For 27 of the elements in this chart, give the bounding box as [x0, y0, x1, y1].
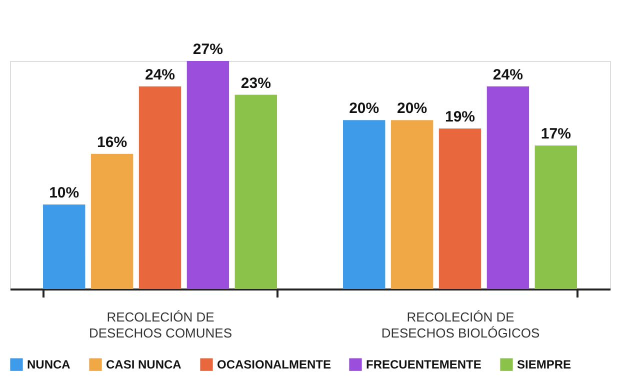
bar	[343, 120, 386, 289]
data-label: 19%	[444, 108, 476, 126]
data-label: 20%	[397, 100, 428, 118]
legend-label: CASI NUNCA	[106, 358, 182, 372]
bar	[438, 128, 482, 289]
legend-label: NUNCA	[27, 358, 71, 372]
legend-label: SIEMPRE	[517, 358, 572, 372]
data-label: 24%	[144, 66, 176, 84]
bar	[138, 86, 182, 289]
data-label: 23%	[240, 74, 271, 92]
data-label: 24%	[492, 66, 523, 84]
bar	[90, 154, 134, 289]
data-label: 17%	[540, 125, 571, 142]
bar	[390, 120, 434, 289]
bar	[534, 145, 577, 289]
x-tick-label: RECOLECIÓN DE DESECHOS COMUNES	[88, 310, 232, 340]
bar	[43, 204, 86, 289]
legend-label: OCASIONALMENTE	[217, 358, 331, 372]
data-label: 10%	[49, 184, 80, 202]
data-label: 20%	[349, 100, 380, 118]
bar	[234, 94, 277, 289]
data-label: 27%	[192, 41, 223, 58]
data-label: 16%	[97, 134, 128, 151]
x-tick-label: RECOLECIÓN DE DESECHOS BIOLÓGICOS	[381, 310, 540, 340]
bar	[486, 86, 530, 289]
bar	[186, 61, 230, 289]
legend-label: FRECUENTEMENTE	[366, 358, 482, 372]
